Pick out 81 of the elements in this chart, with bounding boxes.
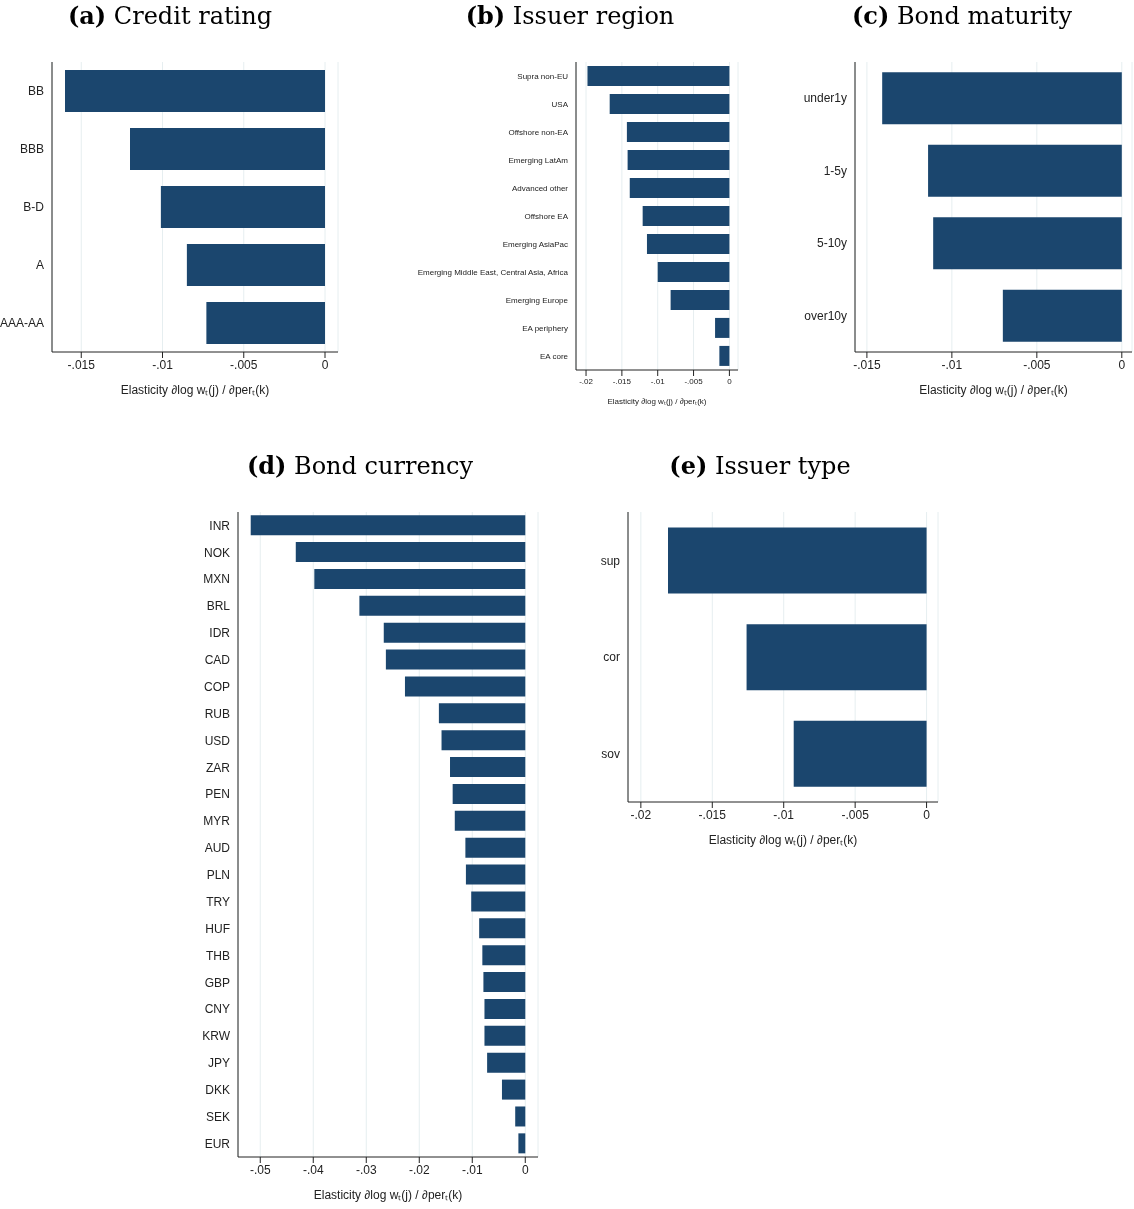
y-tick-label: Offshore non-EA — [508, 127, 569, 137]
y-tick-label: Emerging AsiaPac — [502, 239, 568, 249]
x-tick-label: -.015 — [853, 357, 881, 372]
x-tick-label: -.05 — [249, 1162, 271, 1177]
x-tick-label: -.02 — [408, 1162, 430, 1177]
y-tick-label: EA core — [539, 351, 569, 361]
y-tick-label: A — [35, 258, 44, 273]
x-tick-label: -.04 — [302, 1162, 324, 1177]
y-tick-label: PEN — [205, 787, 230, 802]
y-tick-label: over10y — [804, 308, 847, 323]
x-tick-label: -.005 — [841, 807, 870, 822]
x-tick-label: -.01 — [650, 376, 666, 386]
x-tick-label: -.01 — [461, 1162, 483, 1177]
y-tick-label: sov — [601, 746, 620, 761]
x-tick-label: -.005 — [1023, 357, 1051, 372]
y-tick-label: IDR — [209, 626, 231, 641]
y-tick-label: under1y — [803, 91, 847, 106]
y-tick-label: BB — [27, 84, 44, 99]
y-tick-label: JPY — [207, 1056, 230, 1071]
y-tick-label: Advanced other — [511, 183, 569, 193]
x-tick-label: 0 — [727, 376, 733, 386]
x-tick-label: -.03 — [355, 1162, 377, 1177]
y-tick-label: AAA-AA — [0, 316, 44, 331]
y-tick-label: RUB — [204, 706, 230, 721]
y-tick-label: AUD — [204, 841, 231, 856]
x-tick-label: 0 — [321, 357, 329, 372]
y-tick-label: MYR — [203, 814, 231, 829]
y-tick-label: cor — [603, 650, 620, 665]
x-tick-label: -.02 — [579, 376, 594, 386]
x-tick-label: -.01 — [773, 807, 795, 822]
y-tick-label: CNY — [204, 1002, 230, 1017]
x-axis-title: Elasticity ∂log wₜ(j) / ∂perₜ(k) — [919, 383, 1068, 397]
y-tick-label: INR — [209, 518, 231, 533]
y-tick-label: 5-10y — [816, 236, 847, 251]
x-tick-label: -.015 — [698, 807, 727, 822]
x-axis-title: Elasticity ∂log wₜ(j) / ∂perₜ(k) — [120, 383, 270, 397]
x-tick-label: -.005 — [684, 376, 704, 386]
y-tick-label: Emerging Middle East, Central Asia, Africa — [417, 267, 569, 277]
x-tick-label: -.01 — [152, 357, 174, 372]
x-tick-label: -.01 — [941, 357, 963, 372]
y-tick-label: HUF — [205, 921, 230, 936]
y-tick-label: TRY — [206, 894, 230, 909]
y-tick-label: USD — [204, 733, 231, 748]
x-tick-label: -.02 — [630, 807, 652, 822]
y-tick-label: MXN — [203, 572, 230, 587]
x-tick-label: 0 — [521, 1162, 529, 1177]
chart-title: (a) Credit rating — [66, 0, 274, 32]
y-tick-label: SEK — [205, 1109, 230, 1124]
chart-title: (b) Issuer region — [464, 0, 676, 32]
y-tick-label: EUR — [204, 1136, 231, 1151]
x-axis-title: Elasticity ∂log wₜ(j) / ∂perₜ(k) — [313, 1188, 463, 1202]
y-tick-label: USA — [551, 99, 569, 109]
y-tick-label: EA periphery — [522, 323, 568, 333]
y-tick-label: PLN — [206, 868, 230, 883]
y-tick-label: GBP — [204, 975, 230, 990]
y-tick-label: Supra non-EU — [517, 71, 569, 81]
y-tick-label: DKK — [205, 1083, 230, 1098]
chart-title: (d) Bond currency — [245, 450, 475, 482]
y-tick-label: ZAR — [206, 760, 231, 775]
y-tick-label: 1-5y — [823, 163, 847, 178]
y-tick-label: B-D — [23, 200, 45, 215]
chart-title: (c) Bond maturity — [851, 0, 1073, 32]
y-tick-label: BBB — [19, 142, 44, 157]
x-tick-label: -.015 — [612, 376, 632, 386]
y-tick-label: sup — [600, 553, 621, 568]
y-tick-label: COP — [203, 679, 230, 694]
x-tick-label: -.005 — [230, 357, 258, 372]
y-tick-label: Offshore EA — [524, 211, 569, 221]
x-tick-label: 0 — [1118, 357, 1126, 372]
y-tick-label: CAD — [204, 653, 231, 668]
x-axis-title: Elasticity ∂log wₜ(j) / ∂perₜ(k) — [708, 833, 858, 847]
y-tick-label: BRL — [206, 599, 231, 614]
y-tick-label: THB — [206, 948, 230, 963]
x-tick-label: -.015 — [67, 357, 96, 372]
y-tick-label: Emerging LatAm — [508, 155, 569, 165]
x-axis-title: Elasticity ∂log wₜ(j) / ∂perₜ(k) — [607, 397, 707, 406]
chart-title: (e) Issuer type — [668, 450, 852, 482]
x-tick-label: 0 — [923, 807, 931, 822]
y-tick-label: KRW — [202, 1029, 231, 1044]
y-tick-label: NOK — [203, 545, 230, 560]
y-tick-label: Emerging Europe — [505, 295, 569, 305]
